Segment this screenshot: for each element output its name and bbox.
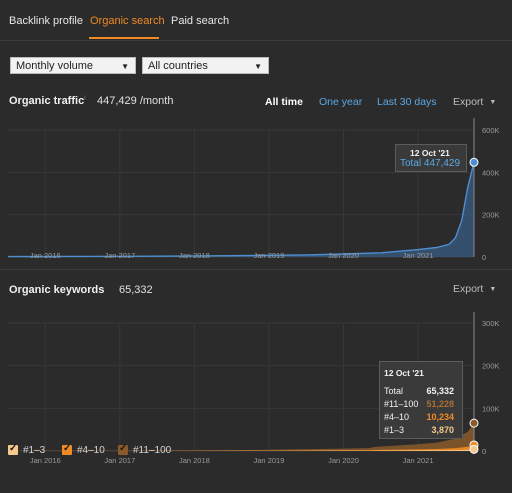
range-last-30-days[interactable]: Last 30 days <box>377 96 437 108</box>
x-tick-label: Jan 2021 <box>403 456 434 465</box>
x-tick-label: Jan 2016 <box>30 251 61 260</box>
legend-label: #11–100 <box>133 445 172 456</box>
x-tick-label: Jan 2017 <box>104 251 135 260</box>
x-tick-label: Jan 2017 <box>104 456 135 465</box>
x-tick-label: Jan 2018 <box>179 456 210 465</box>
section-divider <box>0 269 512 270</box>
traffic-title-text: Organic traffic <box>9 95 85 107</box>
tab-organic-search[interactable]: Organic search <box>90 15 165 27</box>
tooltip-row-label: #4–10 <box>384 412 410 422</box>
keywords-export-label: Export <box>453 283 484 295</box>
metric-select[interactable]: Monthly volume ▼ <box>10 57 136 74</box>
keywords-y-axis: 300K 200K 100K 0 <box>482 319 500 456</box>
metric-select-value: Monthly volume <box>16 60 94 72</box>
tab-paid-search[interactable]: Paid search <box>171 15 230 27</box>
chevron-down-icon: ▼ <box>489 286 497 293</box>
tooltip-row-label: Total <box>384 386 404 396</box>
x-tick-label: Jan 2016 <box>30 456 61 465</box>
x-tick-label: Jan 2020 <box>328 251 359 260</box>
keywords-area-11-100 <box>8 423 474 451</box>
x-tick-label: Jan 2019 <box>254 456 285 465</box>
chevron-down-icon: ▼ <box>254 62 262 71</box>
traffic-export-label: Export <box>453 96 484 108</box>
traffic-line <box>7 162 475 258</box>
y-tick-label: 300K <box>482 319 500 328</box>
legend-item-4-10[interactable]: #4–10 <box>62 443 114 457</box>
keywords-hover-points <box>469 418 479 454</box>
tooltip-row-label: #1–3 <box>384 425 405 435</box>
y-tick-label: 200K <box>482 211 500 220</box>
y-tick-label: 600K <box>482 126 500 135</box>
y-tick-label: 100K <box>482 404 500 413</box>
traffic-tooltip-label: Total <box>400 158 422 169</box>
tooltip-row-value: 65,332 <box>426 386 454 396</box>
checkbox-icon[interactable] <box>8 443 18 455</box>
y-tick-label: 0 <box>482 253 486 262</box>
keywords-x-axis: Jan 2016 Jan 2017 Jan 2018 Jan 2019 Jan 2020… <box>30 456 434 465</box>
checkbox-icon[interactable] <box>62 443 72 455</box>
keywords-area-1-3 <box>8 449 474 451</box>
traffic-tooltip: 12 Oct '21 Total 447,429 <box>395 144 467 172</box>
traffic-title: Organic traffici <box>9 95 86 107</box>
tooltip-row-value: 3,870 <box>431 425 454 435</box>
y-tick-label: 400K <box>482 168 500 177</box>
y-tick-label: 0 <box>482 447 486 456</box>
country-select-value: All countries <box>148 60 208 72</box>
keywords-value: 65,332 <box>119 284 153 296</box>
keywords-tooltip: 12 Oct '21 Total 65,332 #11–100 51,228 #… <box>379 361 463 439</box>
range-all-time[interactable]: All time <box>265 96 303 108</box>
traffic-area <box>8 162 474 257</box>
traffic-tooltip-value: 447,429 <box>423 158 461 169</box>
legend-label: #1–3 <box>23 445 46 456</box>
info-icon[interactable]: i <box>84 95 86 102</box>
checkbox-icon[interactable] <box>118 443 128 455</box>
legend-item-1-3[interactable]: #1–3 <box>8 443 58 457</box>
tooltip-row-value: 51,228 <box>426 399 454 409</box>
report-tabs: Backlink profile Organic search Paid sea… <box>0 0 512 41</box>
tab-backlink-profile[interactable]: Backlink profile <box>9 15 83 27</box>
x-tick-label: Jan 2020 <box>328 456 359 465</box>
traffic-y-axis: 600K 400K 200K 0 <box>482 126 500 262</box>
range-one-year[interactable]: One year <box>319 96 363 108</box>
traffic-tooltip-date: 12 Oct '21 <box>410 148 450 158</box>
keywords-tooltip-date: 12 Oct '21 <box>384 368 424 378</box>
y-tick-label: 200K <box>482 362 500 371</box>
x-tick-label: Jan 2018 <box>179 251 210 260</box>
legend-label: #4–10 <box>77 445 105 456</box>
x-tick-label: Jan 2021 <box>403 251 434 260</box>
traffic-value: 447,429 /month <box>97 95 174 107</box>
tooltip-row-label: #11–100 <box>384 399 419 409</box>
traffic-export-button[interactable]: Export ▼ <box>453 96 496 108</box>
traffic-tooltip-total: Total 447,429 <box>400 158 460 169</box>
x-tick-label: Jan 2019 <box>254 251 285 260</box>
keywords-hover-point <box>469 444 479 454</box>
legend-item-11-100[interactable]: #11–100 <box>118 443 178 457</box>
keywords-export-button[interactable]: Export ▼ <box>453 283 496 295</box>
traffic-hover-point[interactable] <box>469 157 479 167</box>
active-tab-indicator <box>89 37 159 39</box>
keywords-hover-point <box>469 418 479 428</box>
country-select[interactable]: All countries ▼ <box>142 57 269 74</box>
chevron-down-icon: ▼ <box>121 62 129 71</box>
tooltip-row-value: 10,234 <box>426 412 454 422</box>
keywords-title: Organic keywords <box>9 284 105 296</box>
traffic-x-axis: Jan 2016 Jan 2017 Jan 2018 Jan 2019 Jan 2020… <box>30 251 434 260</box>
chevron-down-icon: ▼ <box>489 99 497 106</box>
